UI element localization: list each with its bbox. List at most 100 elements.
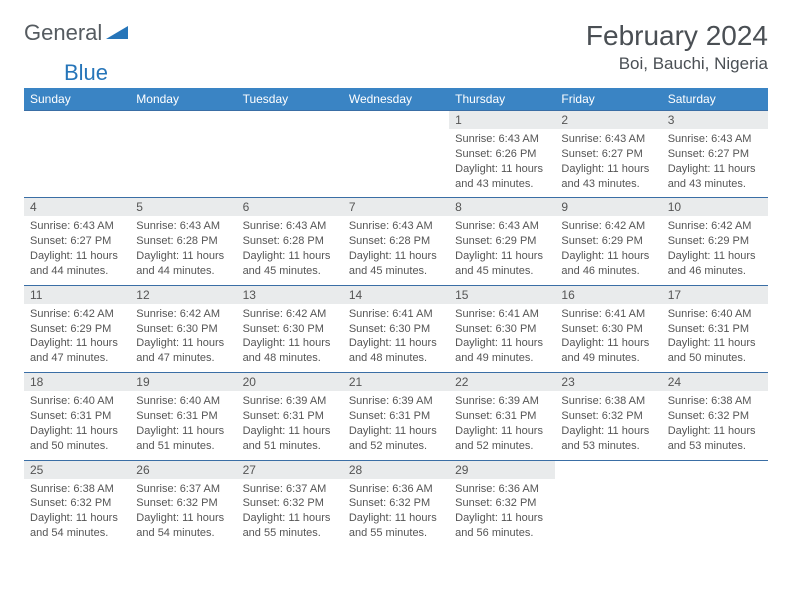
daylight-text: Daylight: 11 hours and 43 minutes. [561, 162, 655, 192]
daylight-text: Daylight: 11 hours and 53 minutes. [668, 424, 762, 454]
day-detail-cell: Sunrise: 6:42 AMSunset: 6:29 PMDaylight:… [24, 304, 130, 373]
day-detail-row: Sunrise: 6:40 AMSunset: 6:31 PMDaylight:… [24, 391, 768, 460]
daylight-text: Daylight: 11 hours and 50 minutes. [668, 336, 762, 366]
day-detail-cell: Sunrise: 6:39 AMSunset: 6:31 PMDaylight:… [343, 391, 449, 460]
day-detail-cell: Sunrise: 6:37 AMSunset: 6:32 PMDaylight:… [130, 479, 236, 547]
day-detail-row: Sunrise: 6:43 AMSunset: 6:26 PMDaylight:… [24, 129, 768, 198]
sunset-text: Sunset: 6:28 PM [136, 234, 230, 249]
day-number-cell: 20 [237, 373, 343, 392]
sunset-text: Sunset: 6:32 PM [30, 496, 124, 511]
day-detail-cell: Sunrise: 6:39 AMSunset: 6:31 PMDaylight:… [237, 391, 343, 460]
daylight-text: Daylight: 11 hours and 44 minutes. [136, 249, 230, 279]
sunset-text: Sunset: 6:31 PM [668, 322, 762, 337]
daylight-text: Daylight: 11 hours and 48 minutes. [243, 336, 337, 366]
daylight-text: Daylight: 11 hours and 48 minutes. [349, 336, 443, 366]
day-number-cell [555, 460, 661, 479]
day-number-cell [130, 111, 236, 130]
daylight-text: Daylight: 11 hours and 49 minutes. [561, 336, 655, 366]
day-number-cell: 12 [130, 285, 236, 304]
daylight-text: Daylight: 11 hours and 52 minutes. [349, 424, 443, 454]
day-number-cell: 5 [130, 198, 236, 217]
day-detail-cell: Sunrise: 6:43 AMSunset: 6:27 PMDaylight:… [555, 129, 661, 198]
daylight-text: Daylight: 11 hours and 47 minutes. [30, 336, 124, 366]
sunset-text: Sunset: 6:32 PM [455, 496, 549, 511]
day-number-cell [662, 460, 768, 479]
sunset-text: Sunset: 6:27 PM [30, 234, 124, 249]
sunset-text: Sunset: 6:32 PM [136, 496, 230, 511]
weekday-header: Friday [555, 88, 661, 111]
day-number-cell [343, 111, 449, 130]
day-detail-cell: Sunrise: 6:41 AMSunset: 6:30 PMDaylight:… [343, 304, 449, 373]
sunset-text: Sunset: 6:27 PM [561, 147, 655, 162]
weekday-header: Saturday [662, 88, 768, 111]
sunrise-text: Sunrise: 6:40 AM [30, 394, 124, 409]
daylight-text: Daylight: 11 hours and 50 minutes. [30, 424, 124, 454]
logo-word1: General [24, 20, 102, 46]
sunset-text: Sunset: 6:31 PM [30, 409, 124, 424]
daylight-text: Daylight: 11 hours and 45 minutes. [349, 249, 443, 279]
day-number-cell: 16 [555, 285, 661, 304]
daylight-text: Daylight: 11 hours and 51 minutes. [136, 424, 230, 454]
daylight-text: Daylight: 11 hours and 53 minutes. [561, 424, 655, 454]
sunrise-text: Sunrise: 6:43 AM [30, 219, 124, 234]
daylight-text: Daylight: 11 hours and 46 minutes. [668, 249, 762, 279]
day-detail-cell: Sunrise: 6:40 AMSunset: 6:31 PMDaylight:… [662, 304, 768, 373]
sunrise-text: Sunrise: 6:39 AM [455, 394, 549, 409]
sunrise-text: Sunrise: 6:43 AM [561, 132, 655, 147]
sunrise-text: Sunrise: 6:40 AM [136, 394, 230, 409]
day-number-cell: 24 [662, 373, 768, 392]
day-detail-cell: Sunrise: 6:42 AMSunset: 6:30 PMDaylight:… [130, 304, 236, 373]
day-detail-cell: Sunrise: 6:41 AMSunset: 6:30 PMDaylight:… [555, 304, 661, 373]
sunrise-text: Sunrise: 6:40 AM [668, 307, 762, 322]
sunrise-text: Sunrise: 6:39 AM [243, 394, 337, 409]
logo-word2: Blue [64, 60, 108, 86]
sunrise-text: Sunrise: 6:42 AM [668, 219, 762, 234]
day-number-cell: 3 [662, 111, 768, 130]
day-number-cell: 1 [449, 111, 555, 130]
day-number-cell: 6 [237, 198, 343, 217]
day-number-row: 2526272829 [24, 460, 768, 479]
day-detail-row: Sunrise: 6:42 AMSunset: 6:29 PMDaylight:… [24, 304, 768, 373]
daylight-text: Daylight: 11 hours and 47 minutes. [136, 336, 230, 366]
day-detail-cell: Sunrise: 6:43 AMSunset: 6:29 PMDaylight:… [449, 216, 555, 285]
day-detail-cell: Sunrise: 6:43 AMSunset: 6:26 PMDaylight:… [449, 129, 555, 198]
day-detail-cell: Sunrise: 6:40 AMSunset: 6:31 PMDaylight:… [130, 391, 236, 460]
day-detail-cell [130, 129, 236, 198]
day-detail-cell: Sunrise: 6:40 AMSunset: 6:31 PMDaylight:… [24, 391, 130, 460]
day-detail-cell: Sunrise: 6:41 AMSunset: 6:30 PMDaylight:… [449, 304, 555, 373]
sunset-text: Sunset: 6:29 PM [455, 234, 549, 249]
daylight-text: Daylight: 11 hours and 51 minutes. [243, 424, 337, 454]
sunset-text: Sunset: 6:30 PM [136, 322, 230, 337]
sunrise-text: Sunrise: 6:43 AM [668, 132, 762, 147]
day-detail-cell [24, 129, 130, 198]
sunrise-text: Sunrise: 6:42 AM [30, 307, 124, 322]
sunset-text: Sunset: 6:27 PM [668, 147, 762, 162]
day-detail-cell: Sunrise: 6:38 AMSunset: 6:32 PMDaylight:… [662, 391, 768, 460]
day-number-cell: 4 [24, 198, 130, 217]
day-number-cell [24, 111, 130, 130]
day-number-cell: 7 [343, 198, 449, 217]
sunset-text: Sunset: 6:28 PM [243, 234, 337, 249]
daylight-text: Daylight: 11 hours and 45 minutes. [455, 249, 549, 279]
daylight-text: Daylight: 11 hours and 49 minutes. [455, 336, 549, 366]
daylight-text: Daylight: 11 hours and 54 minutes. [30, 511, 124, 541]
daylight-text: Daylight: 11 hours and 43 minutes. [455, 162, 549, 192]
sunrise-text: Sunrise: 6:43 AM [349, 219, 443, 234]
header: General February 2024 Boi, Bauchi, Niger… [24, 20, 768, 74]
sunset-text: Sunset: 6:32 PM [243, 496, 337, 511]
sunrise-text: Sunrise: 6:41 AM [455, 307, 549, 322]
sunset-text: Sunset: 6:29 PM [561, 234, 655, 249]
sunset-text: Sunset: 6:28 PM [349, 234, 443, 249]
sunrise-text: Sunrise: 6:36 AM [455, 482, 549, 497]
sunset-text: Sunset: 6:32 PM [349, 496, 443, 511]
day-number-cell: 25 [24, 460, 130, 479]
day-number-cell: 13 [237, 285, 343, 304]
sunrise-text: Sunrise: 6:38 AM [561, 394, 655, 409]
daylight-text: Daylight: 11 hours and 44 minutes. [30, 249, 124, 279]
daylight-text: Daylight: 11 hours and 55 minutes. [243, 511, 337, 541]
sunrise-text: Sunrise: 6:41 AM [349, 307, 443, 322]
day-detail-cell: Sunrise: 6:38 AMSunset: 6:32 PMDaylight:… [555, 391, 661, 460]
day-detail-cell: Sunrise: 6:42 AMSunset: 6:29 PMDaylight:… [555, 216, 661, 285]
day-number-cell: 17 [662, 285, 768, 304]
day-detail-cell: Sunrise: 6:36 AMSunset: 6:32 PMDaylight:… [343, 479, 449, 547]
